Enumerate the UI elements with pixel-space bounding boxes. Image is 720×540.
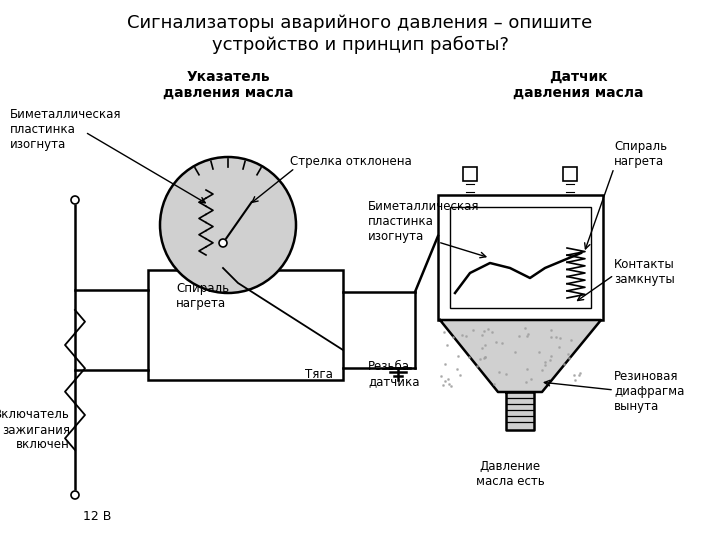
Circle shape	[71, 491, 79, 499]
Circle shape	[160, 157, 296, 293]
Text: Включатель
зажигания
включен: Включатель зажигания включен	[0, 408, 70, 451]
Bar	[438, 195, 603, 320]
Text: Биметаллическая
пластинка
изогнута: Биметаллическая пластинка изогнута	[10, 108, 122, 151]
Text: Спираль
нагрета: Спираль нагрета	[614, 140, 667, 168]
Text: Датчик
давления масла: Датчик давления масла	[513, 70, 643, 100]
Bar	[148, 270, 343, 380]
Polygon shape	[506, 392, 534, 430]
Circle shape	[219, 239, 227, 247]
Text: Сигнализаторы аварийного давления – опишите: Сигнализаторы аварийного давления – опиш…	[127, 14, 593, 32]
Bar	[563, 167, 577, 181]
Text: Спираль
нагрета: Спираль нагрета	[176, 282, 229, 310]
Bar	[450, 207, 591, 308]
Text: Давление
масла есть: Давление масла есть	[476, 460, 544, 488]
Text: Биметаллическая
пластинка
изогнута: Биметаллическая пластинка изогнута	[368, 200, 480, 243]
Text: Резиновая
диафрагма
вынута: Резиновая диафрагма вынута	[614, 370, 685, 413]
Text: устройство и принцип работы?: устройство и принцип работы?	[212, 36, 508, 54]
Text: 12 В: 12 В	[83, 510, 112, 523]
Text: Резьба
датчика: Резьба датчика	[368, 360, 420, 388]
Polygon shape	[440, 320, 601, 392]
Bar	[463, 167, 477, 181]
Circle shape	[71, 196, 79, 204]
Text: Тяга: Тяга	[305, 368, 333, 381]
Text: Стрелка отклонена: Стрелка отклонена	[290, 155, 412, 168]
Text: Указатель
давления масла: Указатель давления масла	[163, 70, 293, 100]
Text: Контакты
замкнуты: Контакты замкнуты	[614, 258, 675, 286]
